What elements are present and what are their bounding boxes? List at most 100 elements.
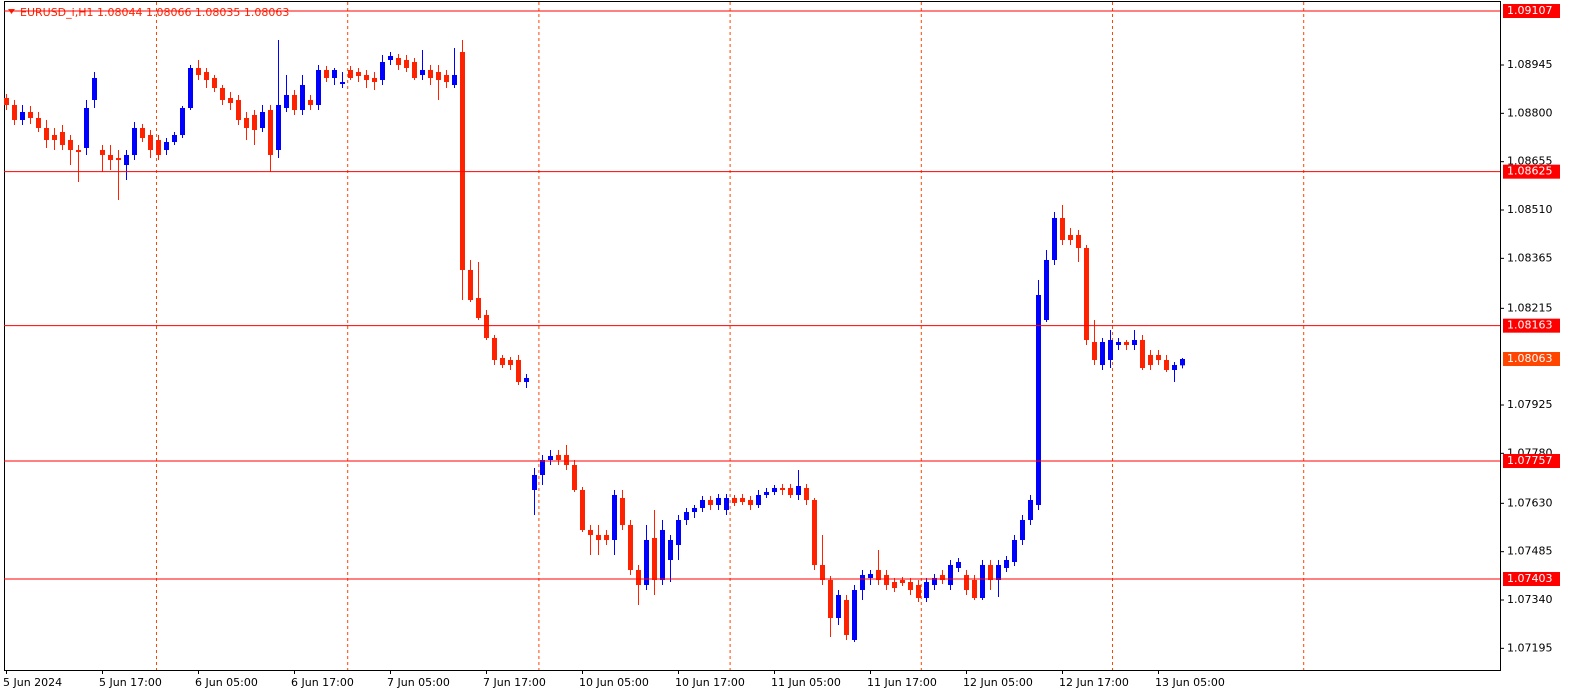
candle-body xyxy=(340,82,345,84)
candle-body xyxy=(364,75,369,80)
candle-body xyxy=(980,565,985,598)
candle-body xyxy=(636,570,641,585)
candle-body xyxy=(828,580,833,618)
y-tick-label: 1.08365 xyxy=(1507,251,1553,264)
candle-body xyxy=(732,498,737,503)
candle-body xyxy=(380,62,385,80)
x-tick-label: 6 Jun 05:00 xyxy=(195,676,258,689)
candle-body xyxy=(148,135,153,150)
candle-body xyxy=(236,100,241,120)
candle-body xyxy=(860,575,865,590)
candle-body xyxy=(532,475,537,490)
candle-body xyxy=(372,78,377,82)
candle-body xyxy=(180,108,185,135)
candle-body xyxy=(540,460,545,475)
plot-border xyxy=(4,1,1501,671)
candle-body xyxy=(1020,520,1025,540)
candle-body xyxy=(108,155,113,160)
x-tick-label: 11 Jun 05:00 xyxy=(771,676,841,689)
candle-body xyxy=(916,585,921,598)
candle-body xyxy=(500,358,505,365)
candle-body xyxy=(884,575,889,585)
candle-body xyxy=(716,498,721,505)
candle-body xyxy=(396,58,401,65)
candle-body xyxy=(28,112,33,118)
price-label-box xyxy=(1503,352,1560,366)
price-label: 1.08063 xyxy=(1507,352,1553,365)
candle-body xyxy=(1004,560,1009,568)
candle-body xyxy=(124,155,129,165)
candle-body xyxy=(1172,365,1177,370)
x-tick-label: 5 Jun 2024 xyxy=(3,676,62,689)
x-tick-label: 5 Jun 17:00 xyxy=(99,676,162,689)
candle-body xyxy=(300,85,305,110)
candle-body xyxy=(868,574,873,578)
candle-body xyxy=(68,140,73,150)
y-tick-label: 1.07485 xyxy=(1507,545,1553,558)
candle-body xyxy=(164,142,169,150)
x-tick-label: 7 Jun 05:00 xyxy=(387,676,450,689)
x-tick-label: 7 Jun 17:00 xyxy=(483,676,546,689)
candle-body xyxy=(972,580,977,598)
level-label-box xyxy=(1503,318,1560,333)
candle-body xyxy=(252,115,257,130)
y-tick-label: 1.07195 xyxy=(1507,641,1553,654)
candle-body xyxy=(4,98,9,105)
candle-body xyxy=(1036,295,1041,505)
candle-body xyxy=(948,565,953,585)
candle-body xyxy=(644,540,649,585)
candle-body xyxy=(852,590,857,640)
candle-body xyxy=(36,118,41,128)
candle-body xyxy=(412,62,417,78)
candle-body xyxy=(668,540,673,560)
candle-body xyxy=(844,600,849,635)
candle-body xyxy=(468,270,473,300)
candle-body xyxy=(956,562,961,568)
level-label-box xyxy=(1503,572,1560,586)
candle-body xyxy=(76,150,81,152)
candle-body xyxy=(20,112,25,120)
candle-body xyxy=(756,495,761,505)
candle-body xyxy=(572,465,577,490)
candle-body xyxy=(1148,355,1153,365)
candle-body xyxy=(444,75,449,82)
candle-body xyxy=(516,360,521,382)
x-tick-label: 10 Jun 17:00 xyxy=(675,676,745,689)
candle-body xyxy=(588,530,593,535)
candle-body xyxy=(1012,540,1017,562)
candle-body xyxy=(612,495,617,540)
candle-body xyxy=(524,378,529,382)
candle-body xyxy=(788,488,793,495)
candle-body xyxy=(204,72,209,80)
candle-body xyxy=(84,108,89,148)
y-tick-label: 1.07630 xyxy=(1507,496,1553,509)
candle-body xyxy=(452,75,457,85)
x-tick-label: 6 Jun 17:00 xyxy=(291,676,354,689)
candle-body xyxy=(1100,342,1105,365)
candle-body xyxy=(804,488,809,500)
candle-body xyxy=(724,498,729,510)
candle-body xyxy=(676,520,681,545)
candle-body xyxy=(1052,218,1057,260)
level-label-box xyxy=(1503,4,1560,18)
candle-body xyxy=(220,88,225,100)
candle-body xyxy=(244,118,249,128)
candle-body xyxy=(812,500,817,565)
candle-body xyxy=(260,112,265,128)
candle-body xyxy=(324,70,329,78)
candle-body xyxy=(476,298,481,318)
candle-body xyxy=(964,575,969,590)
candle-body xyxy=(932,578,937,585)
candle-body xyxy=(1092,342,1097,360)
candle-body xyxy=(820,565,825,580)
candle-body xyxy=(1076,235,1081,248)
candle-body xyxy=(596,535,601,540)
candle-body xyxy=(684,512,689,520)
candle-body xyxy=(1060,218,1065,240)
candle-body xyxy=(988,565,993,580)
candle-body xyxy=(1164,360,1169,370)
candle-body xyxy=(420,70,425,75)
candle-body xyxy=(52,135,57,140)
candle-body xyxy=(692,508,697,512)
